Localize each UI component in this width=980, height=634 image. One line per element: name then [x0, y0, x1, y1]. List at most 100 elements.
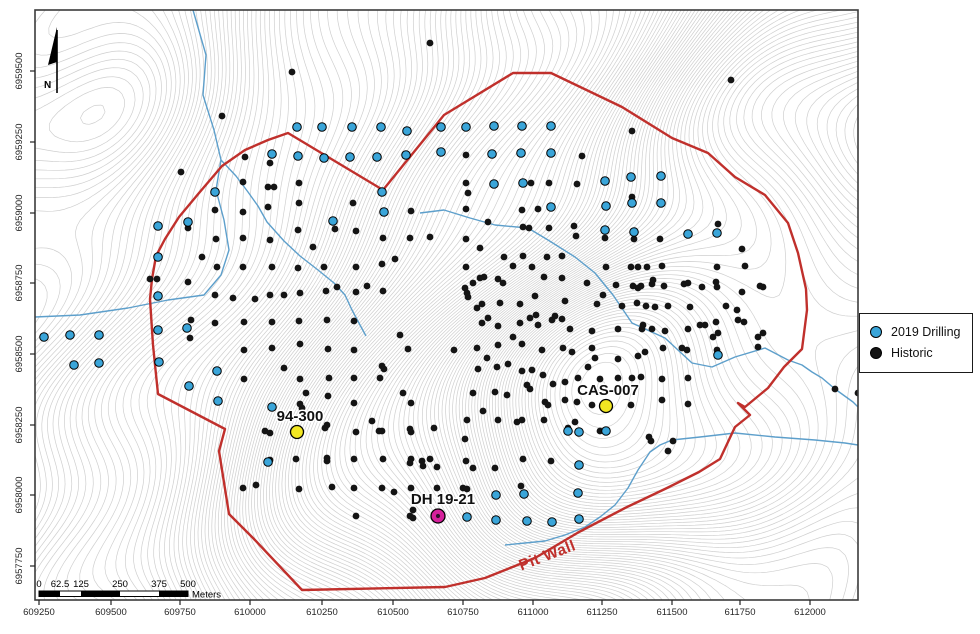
- historic-drillhole-dot: [754, 333, 762, 341]
- historic-drillhole-dot: [633, 299, 641, 307]
- drill-2019-dot: [39, 332, 49, 342]
- drill-2019-dot: [461, 122, 471, 132]
- scalebar-tick-label: 62.5: [51, 579, 70, 590]
- drill-2019-dot: [69, 360, 79, 370]
- historic-drillhole-dot: [462, 179, 470, 187]
- historic-drillhole-dot: [612, 281, 620, 289]
- historic-drillhole-dot: [264, 183, 272, 191]
- historic-drillhole-dot: [433, 463, 441, 471]
- historic-drillhole-dot: [426, 455, 434, 463]
- historic-drillhole-dot: [409, 514, 417, 522]
- historic-drillhole-dot: [239, 208, 247, 216]
- historic-drillhole-dot: [478, 300, 486, 308]
- historic-drillhole-dot: [519, 455, 527, 463]
- drill-2019-dot: [347, 122, 357, 132]
- historic-drillhole-dot: [376, 374, 384, 382]
- historic-drillhole-dot: [593, 300, 601, 308]
- historic-drillhole-dot: [240, 375, 248, 383]
- historic-drillhole-dot: [240, 318, 248, 326]
- y-axis-tick-label: 6959000: [14, 195, 25, 232]
- historic-drillhole-dot: [559, 344, 567, 352]
- historic-drillhole-dot: [573, 180, 581, 188]
- historic-drillhole-dot: [509, 262, 517, 270]
- historic-drillhole-dot: [218, 112, 226, 120]
- historic-drillhole-dot: [584, 363, 592, 371]
- drill-2019-dot: [462, 512, 472, 522]
- historic-drillhole-dot: [551, 312, 559, 320]
- historic-drillhole-dot: [517, 482, 525, 490]
- historic-drillhole-dot: [350, 399, 358, 407]
- drill-2019-dot: [574, 427, 584, 437]
- historic-drillhole-dot: [534, 321, 542, 329]
- historic-drillhole-dot: [727, 76, 735, 84]
- historic-drillhole-dot: [252, 481, 260, 489]
- historic-drillhole-dot: [540, 416, 548, 424]
- drill-2019-dot: [184, 381, 194, 391]
- scalebar-tick-label: 0: [36, 579, 41, 590]
- historic-drillhole-dot: [476, 274, 484, 282]
- historic-drillhole-dot: [540, 273, 548, 281]
- historic-drillhole-dot: [229, 294, 237, 302]
- historic-drillhole-dot: [701, 321, 709, 329]
- historic-drillhole-dot: [499, 279, 507, 287]
- historic-drillhole-dot: [378, 484, 386, 492]
- historic-drillhole-dot: [153, 275, 161, 283]
- historic-drillhole-dot: [251, 295, 259, 303]
- scalebar-tick-label: 375: [151, 579, 167, 590]
- drill-2019-dot: [328, 216, 338, 226]
- historic-drillhole-dot: [296, 289, 304, 297]
- historic-drillhole-dot: [379, 287, 387, 295]
- drill-2019-dot: [94, 330, 104, 340]
- historic-drillhole-dot: [462, 457, 470, 465]
- historic-drillhole-dot: [375, 427, 383, 435]
- historic-drillhole-dot: [478, 319, 486, 327]
- historic-drillhole-dot: [528, 263, 536, 271]
- historic-drillhole-dot: [239, 484, 247, 492]
- historic-drillhole-dot: [532, 311, 540, 319]
- historic-drillhole-dot: [714, 220, 722, 228]
- historic-drillhole-dot: [406, 234, 414, 242]
- historic-drillhole-dot: [433, 484, 441, 492]
- historic-drillhole-dot: [658, 396, 666, 404]
- historic-drillhole-dot: [212, 235, 220, 243]
- historic-drillhole-dot: [712, 318, 720, 326]
- historic-drillhole-dot: [627, 263, 635, 271]
- historic-drillhole-dot: [759, 329, 767, 337]
- drill-2019-dot: [656, 198, 666, 208]
- drill-2019-dot: [212, 366, 222, 376]
- historic-drillhole-dot: [324, 392, 332, 400]
- x-axis-tick-label: 610000: [234, 607, 266, 618]
- historic-drillhole-dot: [599, 291, 607, 299]
- historic-drillhole-dot: [352, 512, 360, 520]
- historic-drillhole-dot: [333, 283, 341, 291]
- x-axis-tick-label: 611750: [725, 607, 756, 618]
- historic-drillhole-dot: [722, 302, 730, 310]
- historic-drillhole-dot: [539, 371, 547, 379]
- historic-drillhole-dot: [309, 243, 317, 251]
- y-axis-tick-label: 6958750: [14, 265, 25, 302]
- historic-drillhole-dot: [211, 291, 219, 299]
- drill-2019-dot: [153, 325, 163, 335]
- historic-drillhole-dot: [280, 364, 288, 372]
- drill-2019-dot: [563, 426, 573, 436]
- drill-2019-dot: [547, 517, 557, 527]
- historic-drillhole-dot: [683, 346, 691, 354]
- y-axis-tick-label: 6958000: [14, 477, 25, 514]
- map-frame-border: [34, 9, 859, 601]
- historic-drillhole-dot: [268, 263, 276, 271]
- historic-drillhole-dot: [494, 322, 502, 330]
- drill-2019-dot: [517, 121, 527, 131]
- historic-drillhole-dot: [572, 232, 580, 240]
- drill-2019-dot: [267, 402, 277, 412]
- historic-drillhole-dot: [484, 314, 492, 322]
- historic-drillhole-dot: [474, 365, 482, 373]
- historic-drillhole-dot: [734, 316, 742, 324]
- historic-drillhole-dot: [754, 343, 762, 351]
- drill-2019-dot: [519, 489, 529, 499]
- drill-2019-dot: [516, 148, 526, 158]
- historic-drillhole-dot: [614, 325, 622, 333]
- historic-drillhole-dot: [568, 348, 576, 356]
- historic-drillhole-dot: [473, 344, 481, 352]
- historic-drillhole-dot: [518, 367, 526, 375]
- historic-drillhole-dot: [738, 288, 746, 296]
